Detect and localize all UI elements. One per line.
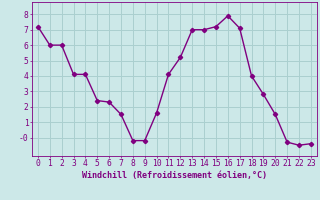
X-axis label: Windchill (Refroidissement éolien,°C): Windchill (Refroidissement éolien,°C) (82, 171, 267, 180)
